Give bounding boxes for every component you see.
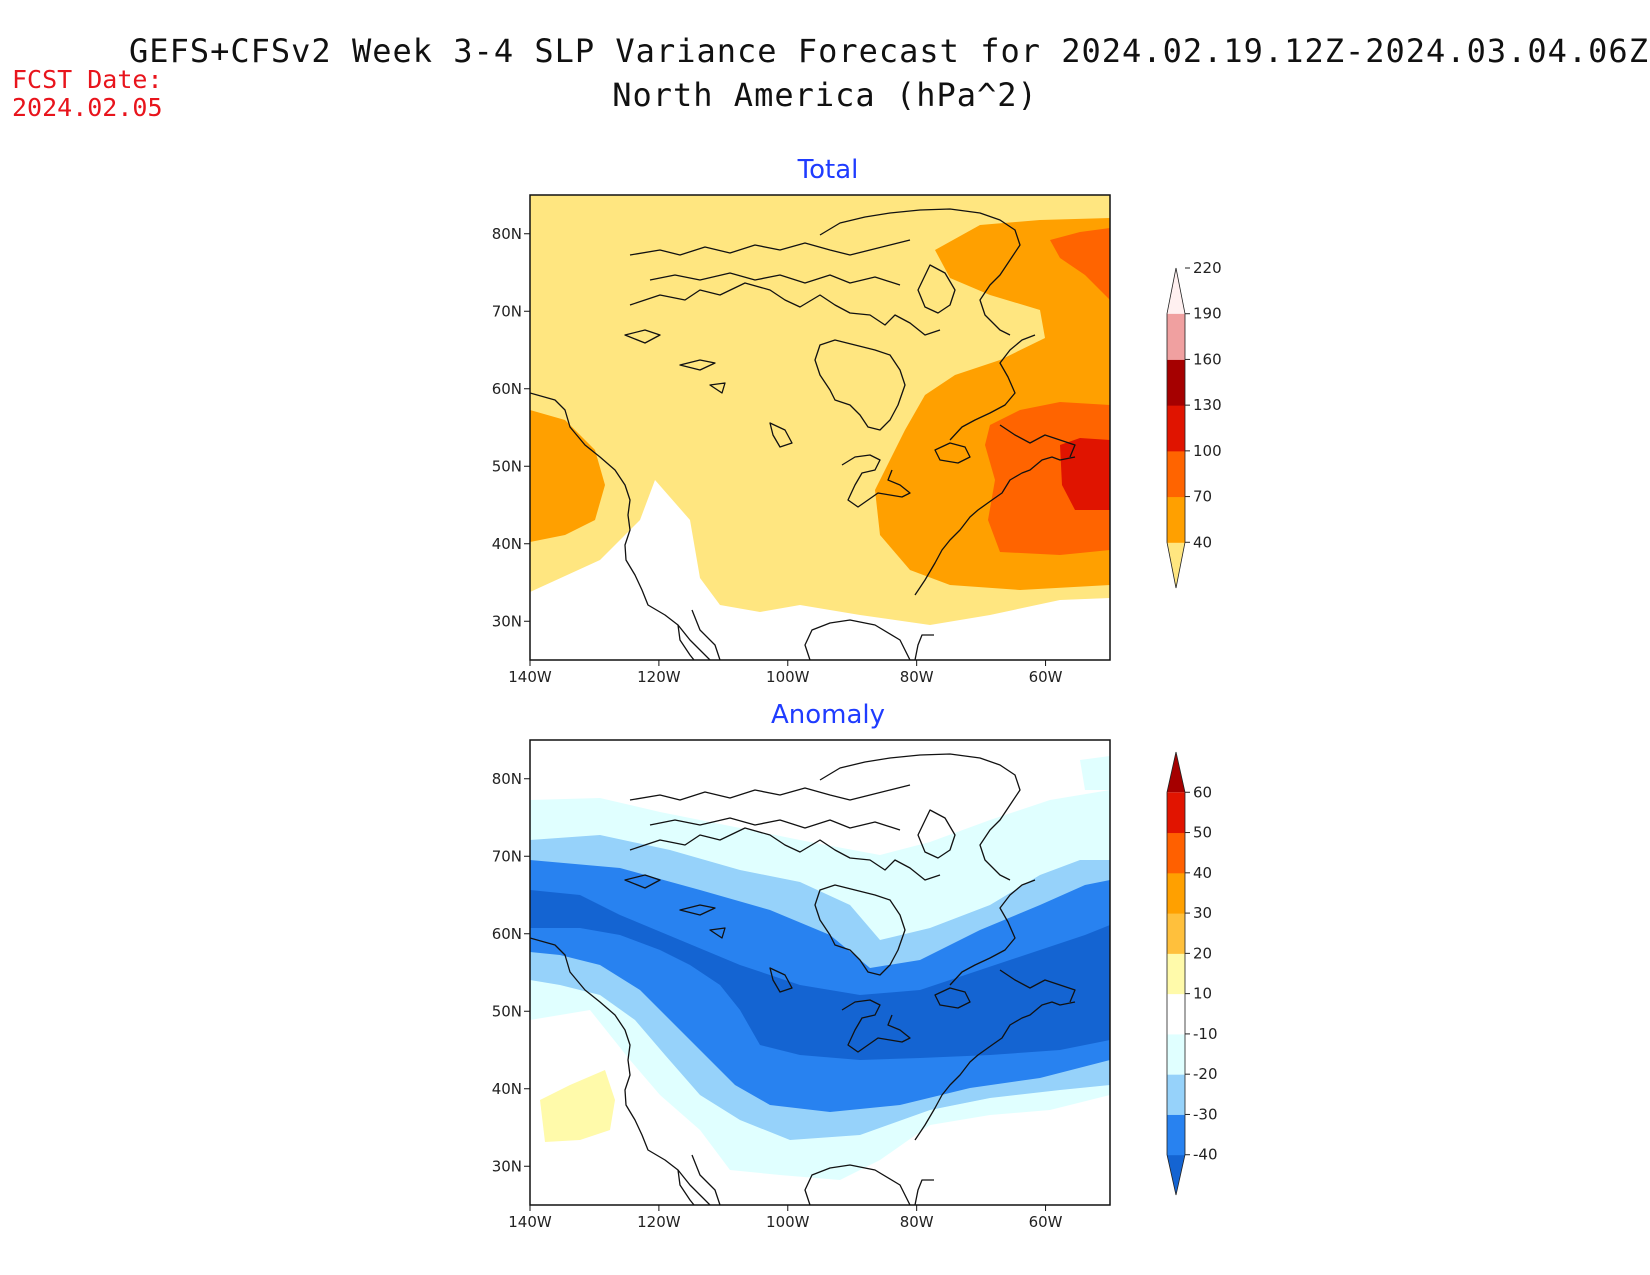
- forecast-date-value: 2024.02.05: [12, 93, 163, 122]
- lat-tick-label: 50N: [492, 1002, 522, 1020]
- colorbar-label: 220: [1193, 259, 1222, 277]
- colorbar-label: 20: [1193, 944, 1212, 962]
- panel-title-anomaly: Anomaly: [771, 700, 885, 730]
- colorbar-label: 60: [1193, 783, 1212, 801]
- forecast-date-label: FCST Date:: [12, 65, 163, 94]
- lat-tick-label: 40N: [492, 535, 522, 553]
- chart-title: GEFS+CFSv2 Week 3-4 SLP Variance Forecas…: [129, 32, 1649, 70]
- lat-tick-label: 30N: [492, 612, 522, 630]
- colorbar-label: 70: [1193, 488, 1212, 506]
- chart-subtitle: North America (hPa^2): [612, 76, 1038, 114]
- colorbar-swatch: [1167, 496, 1185, 543]
- colorbar-label: 160: [1193, 350, 1222, 368]
- lat-tick-label: 60N: [492, 925, 522, 943]
- colorbar-label: -10: [1193, 1025, 1218, 1043]
- colorbar-swatch: [1167, 1154, 1185, 1195]
- colorbar-swatch: [1167, 542, 1185, 588]
- anomaly-map: [530, 740, 1110, 1205]
- lon-tick-label: 80W: [900, 668, 934, 686]
- lat-tick-label: 60N: [492, 380, 522, 398]
- total-map: [530, 195, 1110, 660]
- colorbar-swatch: [1167, 1074, 1185, 1115]
- lat-tick-label: 30N: [492, 1157, 522, 1175]
- lon-tick-label: 80W: [900, 1213, 934, 1231]
- colorbar-swatch: [1167, 872, 1185, 914]
- colorbar-label: 190: [1193, 305, 1222, 323]
- colorbars: 40 70 100 130 160 190 220 -40 -30 -20 -10 10 20 30 40 5…: [1166, 259, 1222, 1196]
- axes: 140W 120W 100W 80W 60W 80N 70N 60N 50N 40N 30N 140W…: [492, 225, 1063, 1231]
- lat-tick-label: 40N: [492, 1080, 522, 1098]
- colorbar-swatch: [1167, 832, 1185, 874]
- colorbar-label: 30: [1193, 904, 1212, 922]
- colorbar-swatch: [1167, 405, 1185, 452]
- colorbar-swatch: [1167, 313, 1185, 360]
- colorbar-swatch: [1167, 1114, 1185, 1156]
- colorbar-label: 100: [1193, 442, 1222, 460]
- colorbar-swatch: [1167, 953, 1185, 995]
- colorbar-label: 130: [1193, 396, 1222, 414]
- colorbar-label: 40: [1193, 533, 1212, 551]
- lat-tick-label: 70N: [492, 847, 522, 865]
- colorbar-label: -20: [1193, 1065, 1218, 1083]
- colorbar-label: -30: [1193, 1105, 1218, 1123]
- panel-title-total: Total: [797, 155, 859, 185]
- lat-tick-label: 80N: [492, 770, 522, 788]
- lon-tick-label: 140W: [508, 1213, 552, 1231]
- lon-tick-label: 120W: [637, 1213, 681, 1231]
- lon-tick-label: 120W: [637, 668, 681, 686]
- lon-tick-label: 100W: [766, 668, 810, 686]
- lon-tick-label: 60W: [1029, 668, 1063, 686]
- colorbar-label: 40: [1193, 864, 1212, 882]
- lon-tick-label: 60W: [1029, 1213, 1063, 1231]
- colorbar-label: 50: [1193, 824, 1212, 842]
- colorbar-label: 10: [1193, 985, 1212, 1003]
- lat-tick-label: 80N: [492, 225, 522, 243]
- colorbar-swatch: [1167, 993, 1185, 1035]
- colorbar-label: -40: [1193, 1146, 1218, 1164]
- lat-tick-label: 50N: [492, 457, 522, 475]
- colorbar-swatch: [1167, 359, 1185, 406]
- colorbar-swatch: [1167, 752, 1185, 793]
- lat-tick-label: 70N: [492, 302, 522, 320]
- colorbar-swatch: [1167, 268, 1185, 314]
- colorbar-swatch: [1167, 450, 1185, 498]
- lon-tick-label: 100W: [766, 1213, 810, 1231]
- colorbar-swatch: [1167, 792, 1185, 834]
- colorbar-swatch: [1167, 913, 1185, 954]
- colorbar-swatch: [1167, 1033, 1185, 1075]
- lon-tick-label: 140W: [508, 668, 552, 686]
